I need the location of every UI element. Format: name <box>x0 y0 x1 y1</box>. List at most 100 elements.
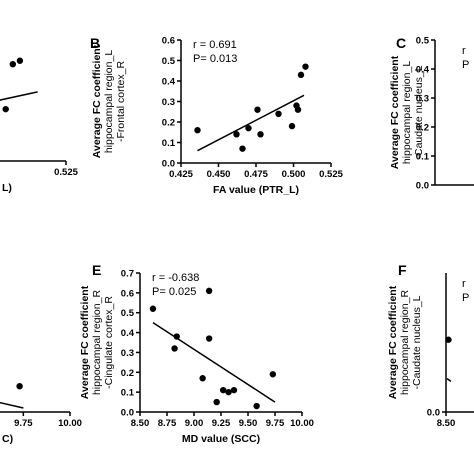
y-tick-label-E: 0.5 <box>121 308 135 319</box>
x-tick-label-E: 8.50 <box>131 418 150 429</box>
data-point-E <box>199 375 206 382</box>
y-tick-label-C: 0.4 <box>416 65 430 76</box>
x-tick-label-E: 9.75 <box>266 418 285 429</box>
y-tick-label-B: 0.6 <box>162 36 175 47</box>
data-point-B <box>288 122 296 130</box>
regression-line-E <box>152 322 276 403</box>
stat-text-E: P= 0.025 <box>152 286 196 298</box>
stat-text-F: r <box>462 278 466 290</box>
data-point-E <box>253 402 260 410</box>
x-tick-label-B: 0.500 <box>282 169 306 180</box>
y-tick-label-E: 0.7 <box>121 269 134 280</box>
x-tick-label-E: 10.00 <box>290 418 314 429</box>
x-axis-label-A: L) <box>2 182 12 194</box>
x-tick-label-F: 8.50 <box>437 418 456 429</box>
data-point-E <box>230 386 238 394</box>
x-tick-label-E: 9.25 <box>212 418 231 429</box>
x-tick-label-A: 0.525 <box>54 167 78 178</box>
data-point-E <box>269 371 277 378</box>
x-axis-label-D: C) <box>2 433 13 445</box>
y-axis-label-B: hippocampal region_L <box>103 50 115 153</box>
data-point-B <box>245 124 252 132</box>
stat-text-E: r = -0.638 <box>152 272 199 284</box>
y-tick-label-B: 0.5 <box>162 56 176 67</box>
y-tick-label-E: 0.1 <box>121 388 135 399</box>
y-axis-label-C: Average FC coefficient <box>389 55 401 169</box>
y-axis-label-F: -Caudate nucleus_L <box>411 295 423 389</box>
y-axis-label-B: -Frontal cortex_R <box>115 61 127 143</box>
x-tick-label-D: 10.00 <box>58 418 82 429</box>
x-tick-label-B: 0.450 <box>207 169 231 180</box>
y-tick-label-E: 0.0 <box>121 408 134 419</box>
data-point-A <box>9 60 16 68</box>
x-tick-label-B: 0.425 <box>169 169 193 180</box>
stat-text-B: r = 0.691 <box>193 39 237 51</box>
x-tick-label-E: 8.75 <box>158 418 177 429</box>
y-tick-label-C: 0.0 <box>416 181 429 192</box>
data-point-E <box>213 398 220 406</box>
data-point-B <box>302 63 309 70</box>
y-axis-label-E: -Cingulate cortex_R <box>103 296 115 389</box>
y-tick-label-C: 0.2 <box>416 123 429 134</box>
y-tick-label-B: 0.3 <box>162 97 175 108</box>
panel-letter-E: E <box>92 262 101 278</box>
y-tick-label-E: 0.4 <box>121 328 135 339</box>
panel-letter-B: B <box>90 35 100 51</box>
x-tick-label-E: 9.00 <box>185 418 204 429</box>
regression-line-A <box>0 91 38 101</box>
x-tick-label-E: 9.50 <box>239 418 258 429</box>
y-axis-label-E: hippocampal region_R <box>91 290 103 395</box>
data-point-E <box>205 335 213 342</box>
y-axis-label-C: -Caudate nucleus_L <box>413 65 425 159</box>
data-point-E <box>173 333 180 340</box>
x-axis-label-E: MD value (SCC) <box>182 433 260 445</box>
x-tick-label-D: 9.75 <box>14 418 33 429</box>
stat-text-F: P <box>462 292 469 304</box>
y-tick-label-F: 0.0 <box>427 408 440 419</box>
y-tick-label-B: 0.0 <box>162 159 175 170</box>
y-tick-label-C: 0.5 <box>416 36 430 47</box>
y-axis-label-F: Average FC coefficient <box>387 285 399 399</box>
data-point-B <box>233 131 240 138</box>
stat-text-C: r <box>462 45 466 57</box>
data-point-D <box>16 382 23 390</box>
y-tick-label-B: 0.2 <box>162 118 175 129</box>
data-point-B <box>275 110 282 118</box>
y-tick-label-E: 0.6 <box>121 288 134 299</box>
data-point-E <box>171 345 178 352</box>
y-tick-label-B: 0.4 <box>162 77 176 88</box>
data-point-E <box>205 287 213 295</box>
data-point-E <box>225 388 232 396</box>
x-tick-label-B: 0.475 <box>244 169 268 180</box>
data-point-F <box>445 336 452 343</box>
data-point-E <box>149 305 157 312</box>
data-point-B <box>239 145 246 152</box>
x-axis-label-B: FA value (PTR_L) <box>213 184 299 196</box>
stat-text-B: P= 0.013 <box>193 53 237 65</box>
panel-letter-C: C <box>396 35 406 51</box>
y-tick-label-B: 0.1 <box>162 138 176 149</box>
data-point-E <box>219 386 227 394</box>
data-point-B <box>257 131 264 138</box>
data-point-B <box>294 106 302 113</box>
data-point-B <box>194 127 201 134</box>
data-point-A <box>16 57 24 64</box>
stat-text-C: P <box>462 59 469 71</box>
regression-line-F <box>446 378 452 383</box>
data-point-B <box>254 106 261 113</box>
data-point-A <box>2 105 9 113</box>
panel-letter-F: F <box>398 262 407 278</box>
y-tick-label-C: 0.3 <box>416 94 429 105</box>
y-axis-label-C: hippocampal region_L <box>401 61 413 164</box>
y-axis-label-F: hippocampal region_R <box>399 290 411 395</box>
y-tick-label-E: 0.2 <box>121 368 134 379</box>
x-tick-label-B: 0.525 <box>319 169 343 180</box>
y-tick-label-E: 0.3 <box>121 348 134 359</box>
y-tick-label-C: 0.1 <box>416 152 430 163</box>
y-axis-label-B: Average FC coefficient <box>91 44 103 158</box>
regression-line-D <box>0 401 24 409</box>
data-point-B <box>297 71 305 79</box>
regression-line-B <box>197 94 305 152</box>
y-axis-label-E: Average FC coefficient <box>79 285 91 399</box>
